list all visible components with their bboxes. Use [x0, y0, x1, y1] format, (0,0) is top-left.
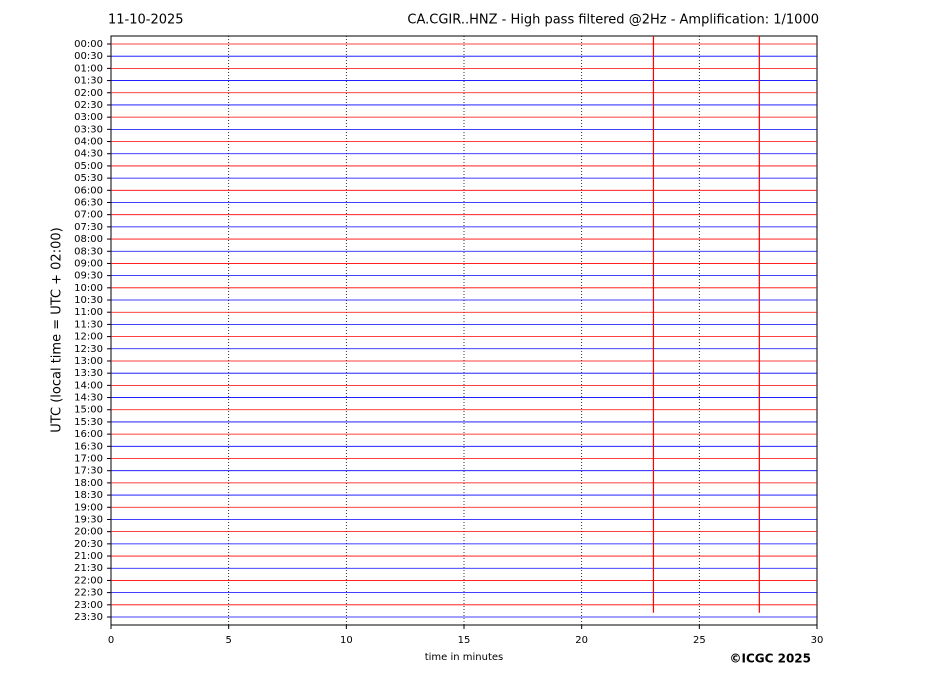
- y-tick-label: 23:00: [74, 600, 103, 611]
- y-tick-label: 11:30: [74, 319, 103, 330]
- y-tick-label: 01:00: [74, 63, 103, 74]
- y-tick-label: 04:30: [74, 149, 103, 160]
- chart-title: 11-10-2025: [108, 13, 184, 28]
- y-tick-label: 14:30: [74, 393, 103, 404]
- y-tick-label: 22:00: [74, 575, 103, 586]
- y-tick-label: 20:30: [74, 539, 103, 550]
- y-tick-label: 05:30: [74, 173, 103, 184]
- y-tick-label: 22:30: [74, 588, 103, 599]
- x-tick-label: 30: [811, 635, 824, 646]
- y-tick-label: 19:00: [74, 502, 103, 513]
- y-tick-label: 20:00: [74, 527, 103, 538]
- y-tick-label: 07:00: [74, 210, 103, 221]
- y-tick-label: 03:30: [74, 124, 103, 135]
- y-tick-label: 21:30: [74, 563, 103, 574]
- y-tick-label: 01:30: [74, 76, 103, 87]
- y-tick-label: 00:30: [74, 51, 103, 62]
- y-tick-label: 21:00: [74, 551, 103, 562]
- y-tick-label: 03:00: [74, 112, 103, 123]
- y-tick-label: 09:30: [74, 271, 103, 282]
- y-tick-label: 12:00: [74, 332, 103, 343]
- x-tick-label: 25: [693, 635, 706, 646]
- y-tick-label: 09:00: [74, 258, 103, 269]
- y-tick-label: 06:30: [74, 197, 103, 208]
- y-tick-label: 16:00: [74, 429, 103, 440]
- y-tick-label: 13:00: [74, 356, 103, 367]
- y-tick-label: 07:30: [74, 222, 103, 233]
- y-tick-label: 17:30: [74, 466, 103, 477]
- chart-subtitle: CA.CGIR..HNZ - High pass filtered @2Hz -…: [407, 13, 819, 28]
- y-tick-label: 15:30: [74, 417, 103, 428]
- y-tick-label: 15:00: [74, 405, 103, 416]
- y-tick-label: 02:30: [74, 100, 103, 111]
- y-tick-label: 12:30: [74, 344, 103, 355]
- y-tick-label: 08:30: [74, 246, 103, 257]
- y-tick-label: 18:30: [74, 490, 103, 501]
- y-tick-label: 05:00: [74, 161, 103, 172]
- y-tick-label: 14:00: [74, 380, 103, 391]
- y-tick-label: 00:00: [74, 39, 103, 50]
- y-tick-label: 11:00: [74, 307, 103, 318]
- x-tick-label: 15: [458, 635, 471, 646]
- x-tick-label: 0: [108, 635, 114, 646]
- y-tick-label: 13:30: [74, 368, 103, 379]
- y-tick-label: 02:00: [74, 88, 103, 99]
- x-tick-label: 5: [225, 635, 231, 646]
- y-tick-label: 06:00: [74, 185, 103, 196]
- x-axis-label: time in minutes: [425, 652, 504, 663]
- x-tick-label: 20: [575, 635, 588, 646]
- y-tick-label: 19:30: [74, 514, 103, 525]
- y-tick-label: 10:30: [74, 295, 103, 306]
- y-tick-label: 18:00: [74, 478, 103, 489]
- credit: ©ICGC 2025: [729, 652, 811, 666]
- y-axis-label: UTC (local time = UTC + 02:00): [50, 227, 65, 432]
- x-tick-label: 10: [340, 635, 353, 646]
- y-tick-label: 08:00: [74, 234, 103, 245]
- y-tick-label: 16:30: [74, 441, 103, 452]
- y-tick-label: 23:30: [74, 612, 103, 623]
- y-tick-label: 04:00: [74, 137, 103, 148]
- y-tick-label: 17:00: [74, 454, 103, 465]
- y-tick-label: 10:00: [74, 283, 103, 294]
